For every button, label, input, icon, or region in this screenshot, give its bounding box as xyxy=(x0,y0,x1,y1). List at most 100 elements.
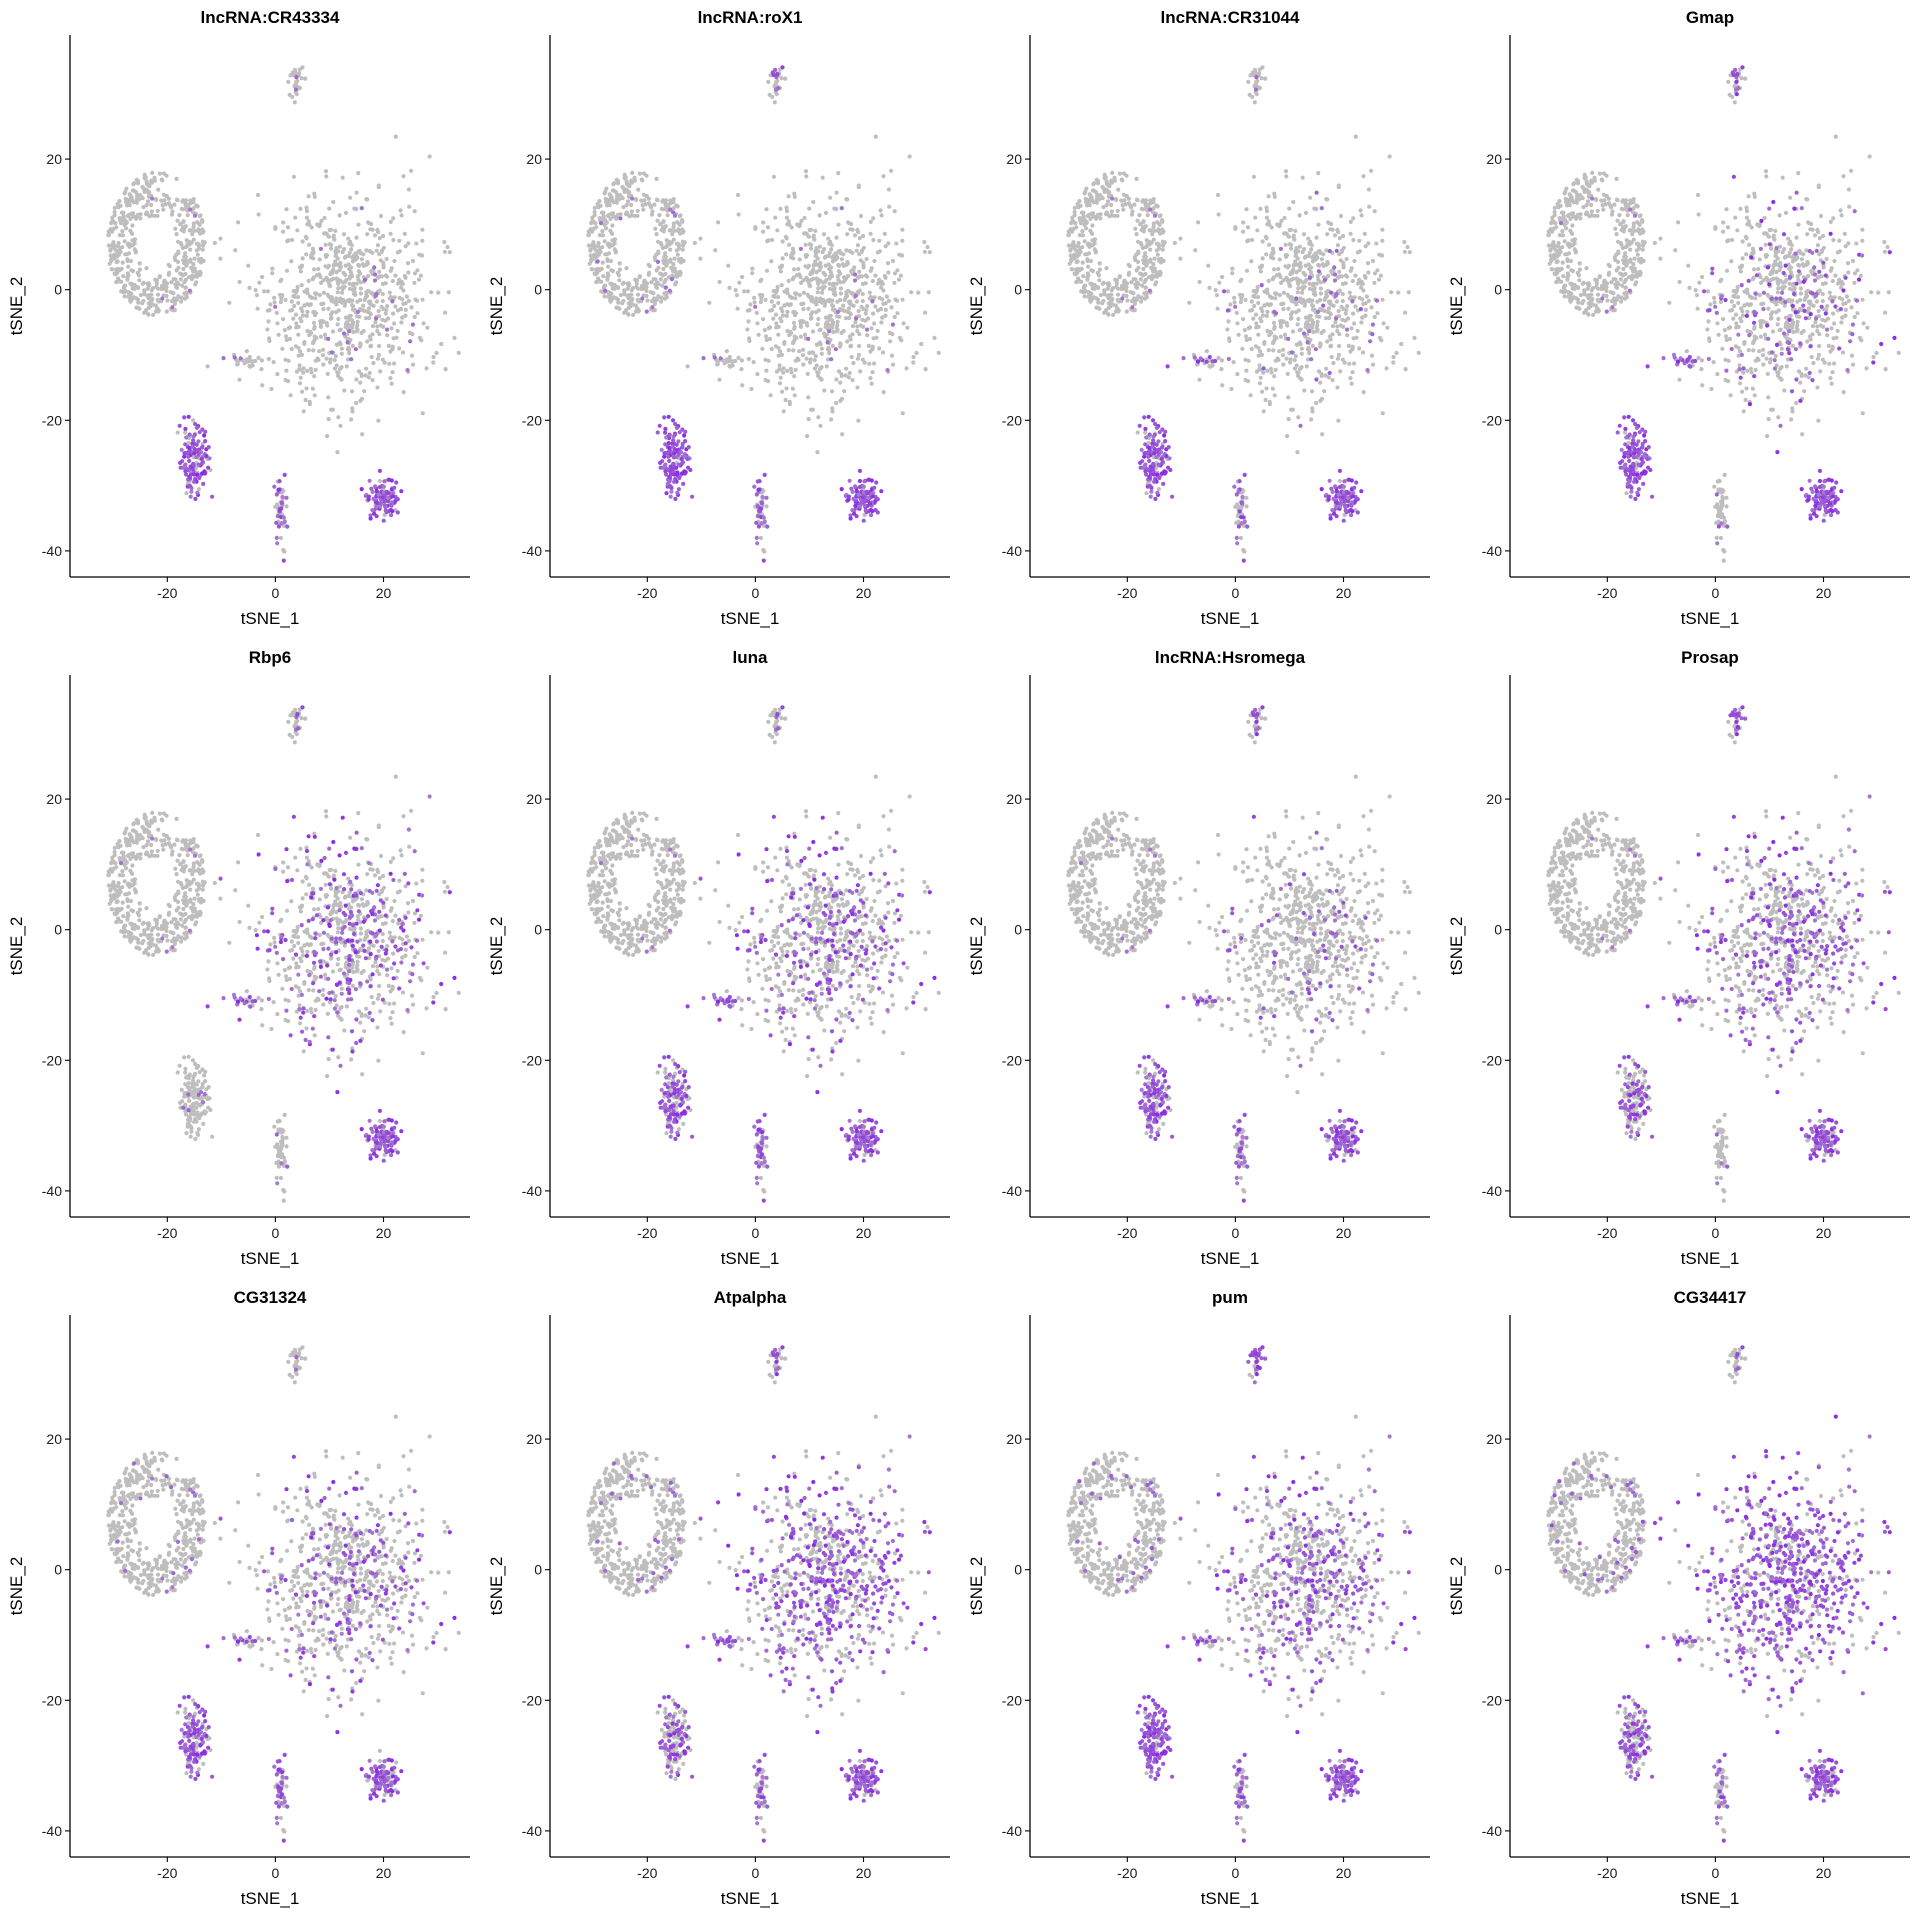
cell-point xyxy=(717,377,722,382)
cell-point xyxy=(842,389,847,394)
cell-point xyxy=(877,295,882,300)
cell-point xyxy=(827,275,833,280)
cell-point xyxy=(1238,535,1244,541)
cell-point xyxy=(183,285,188,290)
cell-point xyxy=(869,266,874,271)
cell-point xyxy=(792,191,797,196)
cell-point-expressed xyxy=(863,508,868,513)
cell-point xyxy=(839,330,844,336)
cell-point xyxy=(838,286,844,291)
cell-point xyxy=(130,231,135,236)
cell-point xyxy=(339,351,344,356)
cell-point xyxy=(412,209,417,214)
cell-point xyxy=(1085,271,1090,276)
cell-point xyxy=(823,254,828,259)
cell-point xyxy=(121,289,126,295)
cell-point xyxy=(347,281,352,286)
cell-point xyxy=(410,362,416,367)
cell-point xyxy=(125,275,130,280)
cell-point xyxy=(916,290,921,295)
cell-point xyxy=(353,257,358,262)
cell-point-expressed xyxy=(852,278,858,283)
cell-point-expressed xyxy=(761,515,767,520)
cell-point xyxy=(173,226,178,231)
cell-point-expressed xyxy=(187,288,192,293)
cell-point xyxy=(364,248,369,253)
cell-point xyxy=(351,320,356,325)
cell-point-expressed xyxy=(676,439,681,444)
cell-point-expressed xyxy=(1294,296,1299,301)
cell-point-expressed xyxy=(1354,480,1359,485)
cell-point xyxy=(1370,258,1375,264)
cell-point xyxy=(821,232,827,237)
cell-point xyxy=(1314,281,1319,286)
cell-point xyxy=(654,176,659,181)
cell-point xyxy=(132,282,137,288)
cell-point xyxy=(839,257,845,262)
cell-point xyxy=(321,306,326,312)
cell-point xyxy=(388,376,393,381)
cell-point-expressed xyxy=(188,494,193,499)
cell-point xyxy=(1380,411,1385,416)
cell-point xyxy=(784,215,790,220)
cell-point xyxy=(359,257,364,262)
cell-point xyxy=(380,281,385,287)
cell-point-expressed xyxy=(1374,298,1380,303)
cell-point-expressed xyxy=(381,484,386,489)
cell-point xyxy=(739,367,744,372)
cell-point xyxy=(369,354,374,360)
cell-point xyxy=(875,328,880,333)
cell-point xyxy=(823,272,828,278)
cell-point xyxy=(1115,213,1120,218)
cell-point xyxy=(354,377,359,382)
cell-point-expressed xyxy=(1142,451,1147,456)
cell-point xyxy=(1108,304,1113,309)
cell-point xyxy=(331,262,336,268)
cell-point-expressed xyxy=(377,468,382,473)
cell-point xyxy=(354,329,360,334)
cell-point-expressed xyxy=(595,259,600,264)
cell-point xyxy=(641,207,646,212)
cell-point-expressed xyxy=(1341,518,1346,523)
cell-point xyxy=(761,220,766,225)
cell-point xyxy=(1322,297,1327,302)
cell-point-expressed xyxy=(1350,509,1355,514)
cell-point xyxy=(1300,285,1305,290)
cell-point xyxy=(890,332,895,337)
cell-point-expressed xyxy=(857,468,863,473)
cell-point xyxy=(827,351,832,356)
cell-point xyxy=(778,349,783,354)
cell-point xyxy=(1332,233,1338,238)
cell-point-expressed xyxy=(1344,489,1349,494)
cell-point xyxy=(1263,397,1268,403)
cell-point xyxy=(1416,350,1421,355)
cell-point xyxy=(125,271,130,276)
cell-point xyxy=(604,186,609,191)
cell-point xyxy=(321,362,326,367)
cell-point xyxy=(1261,313,1266,318)
cell-point xyxy=(661,219,666,224)
cell-point xyxy=(1372,280,1377,285)
cell-point xyxy=(445,244,450,250)
cell-point xyxy=(586,232,591,238)
cell-point xyxy=(1072,209,1077,215)
cell-point xyxy=(777,363,782,368)
cell-point xyxy=(266,356,271,362)
cell-point xyxy=(344,277,349,282)
cell-point xyxy=(325,371,330,376)
cell-point xyxy=(377,343,382,349)
cell-point xyxy=(851,360,856,366)
cell-point xyxy=(1111,312,1116,317)
cell-point xyxy=(1403,367,1408,372)
cell-point xyxy=(358,344,363,349)
cell-point xyxy=(771,174,777,179)
cell-point xyxy=(324,174,329,179)
cell-point-expressed xyxy=(669,489,674,494)
cell-point-expressed xyxy=(181,464,186,469)
cell-point xyxy=(348,270,353,275)
cell-point xyxy=(813,228,818,233)
cell-point xyxy=(733,288,738,293)
cell-point xyxy=(141,205,146,210)
cell-point xyxy=(776,353,781,358)
cell-point xyxy=(1255,295,1260,300)
